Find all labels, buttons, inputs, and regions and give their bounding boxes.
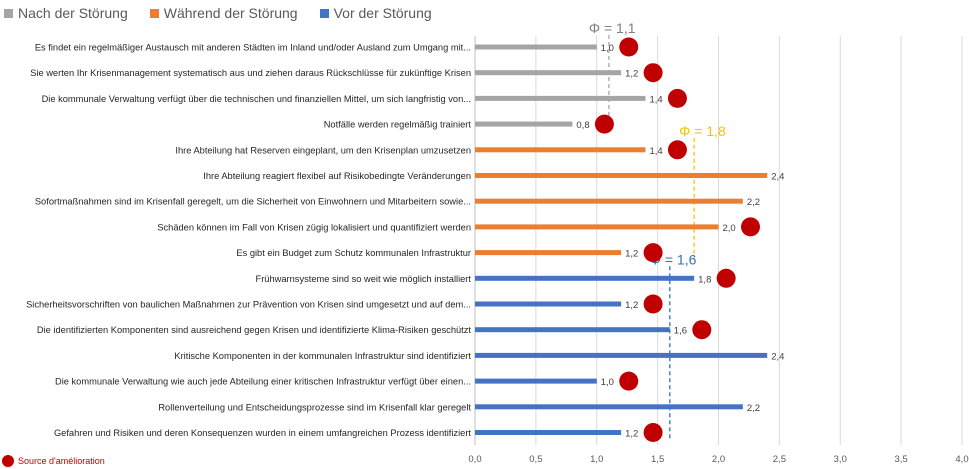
improvement-marker [619,37,639,57]
source-dot-icon [2,455,14,467]
value-label: 1,2 [625,69,638,80]
legend-label-nach: Nach der Störung [18,5,128,21]
legend-item-vor: Vor der Störung [319,5,432,21]
x-tick-label: 2,0 [712,454,725,465]
category-label: Sicherheitsvorschriften von baulichen Ma… [26,300,471,310]
bar [475,430,622,435]
bar [475,95,646,101]
value-label: 1,8 [698,274,711,285]
category-label: Frühwarnsysteme sind so weit wie möglich… [256,274,472,284]
bar [475,404,743,410]
x-tick-label: 1,0 [590,454,603,465]
x-tick-label: 1,5 [651,454,664,465]
value-label: 2,0 [723,223,736,234]
x-tick-label: 3,5 [895,454,908,465]
average-label: Φ = 1,1 [589,20,636,36]
bar [475,275,695,281]
value-label: 1,4 [649,94,662,105]
improvement-marker [692,320,712,340]
category-label: Es gibt ein Budget zum Schutz kommunalen… [236,248,471,258]
value-label: 2,4 [771,172,784,183]
bar [475,44,597,50]
category-label: Gefahren und Risiken und deren Konsequen… [54,428,471,438]
value-label: 1,0 [601,43,614,54]
average-label: Φ = 1,8 [679,123,726,139]
legend-swatch-vor [319,8,329,18]
improvement-marker [716,268,736,288]
value-label: 1,2 [625,300,638,311]
category-label: Ihre Abteilung reagiert flexibel auf Ris… [203,171,471,181]
category-label: Ihre Abteilung hat Reserven eingeplant, … [175,145,471,155]
improvement-marker [667,88,687,108]
improvement-marker [643,294,663,314]
legend-item-waehrend: Während der Störung [149,5,298,21]
x-tick-label: 4,0 [955,454,968,465]
improvement-marker [741,217,760,237]
x-tick-label: 3,0 [834,454,847,465]
category-label: Schäden können im Fall von Krisen zügig … [157,222,471,232]
category-label: Kritische Komponenten in der kommunalen … [174,351,471,361]
legend-label-waehrend: Während der Störung [163,5,298,21]
bar [475,70,622,76]
value-label: 1,2 [625,429,638,440]
source-note-label: Source d'amélioration [18,456,105,466]
value-label: 1,0 [601,377,614,388]
value-label: 1,6 [674,326,687,337]
legend-label-vor: Vor der Störung [333,5,432,21]
bar [475,327,670,333]
value-label: 1,4 [649,146,662,157]
improvement-marker [594,114,614,134]
bar [475,121,573,127]
value-label: 1,2 [625,249,638,260]
category-label: Die kommunale Verwaltung wie auch jede A… [55,377,471,387]
x-tick-label: 0,0 [468,454,481,465]
bar [475,147,646,153]
improvement-marker [619,371,639,391]
category-label: Es findet ein regelmäßiger Austausch mit… [35,43,471,53]
bar [475,301,622,307]
category-label: Die identifizierten Komponenten sind aus… [37,325,472,335]
improvement-marker [643,243,663,263]
value-label: 2,4 [771,351,784,362]
category-label: Die kommunale Verwaltung verfügt über di… [42,94,471,104]
legend: Nach der Störung Während der Störung Vor… [4,5,432,21]
value-label: 0,8 [576,120,589,131]
bar [475,198,743,204]
bar [475,250,622,256]
improvement-marker [667,140,687,160]
improvement-marker [643,423,663,442]
category-label: Rollenverteilung und Entscheidungsprozes… [158,402,471,412]
x-tick-label: 2,5 [773,454,786,465]
legend-swatch-waehrend [149,8,159,18]
category-label: Sofortmaßnahmen sind im Krisenfall gereg… [35,197,471,207]
value-label: 2,2 [747,197,760,208]
improvement-marker [643,63,663,83]
bar [475,352,768,358]
source-note: Source d'amélioration [2,455,105,467]
x-tick-label: 0,5 [529,454,542,465]
category-label: Sie werten Ihr Krisenmanagement systemat… [30,68,471,78]
bar [475,224,719,230]
category-label: Notfälle werden regelmäßig trainiert [324,120,472,130]
bar [475,378,597,384]
value-label: 2,2 [747,403,760,414]
legend-item-nach: Nach der Störung [4,5,128,21]
legend-swatch-nach [4,8,13,18]
bar [475,173,768,178]
